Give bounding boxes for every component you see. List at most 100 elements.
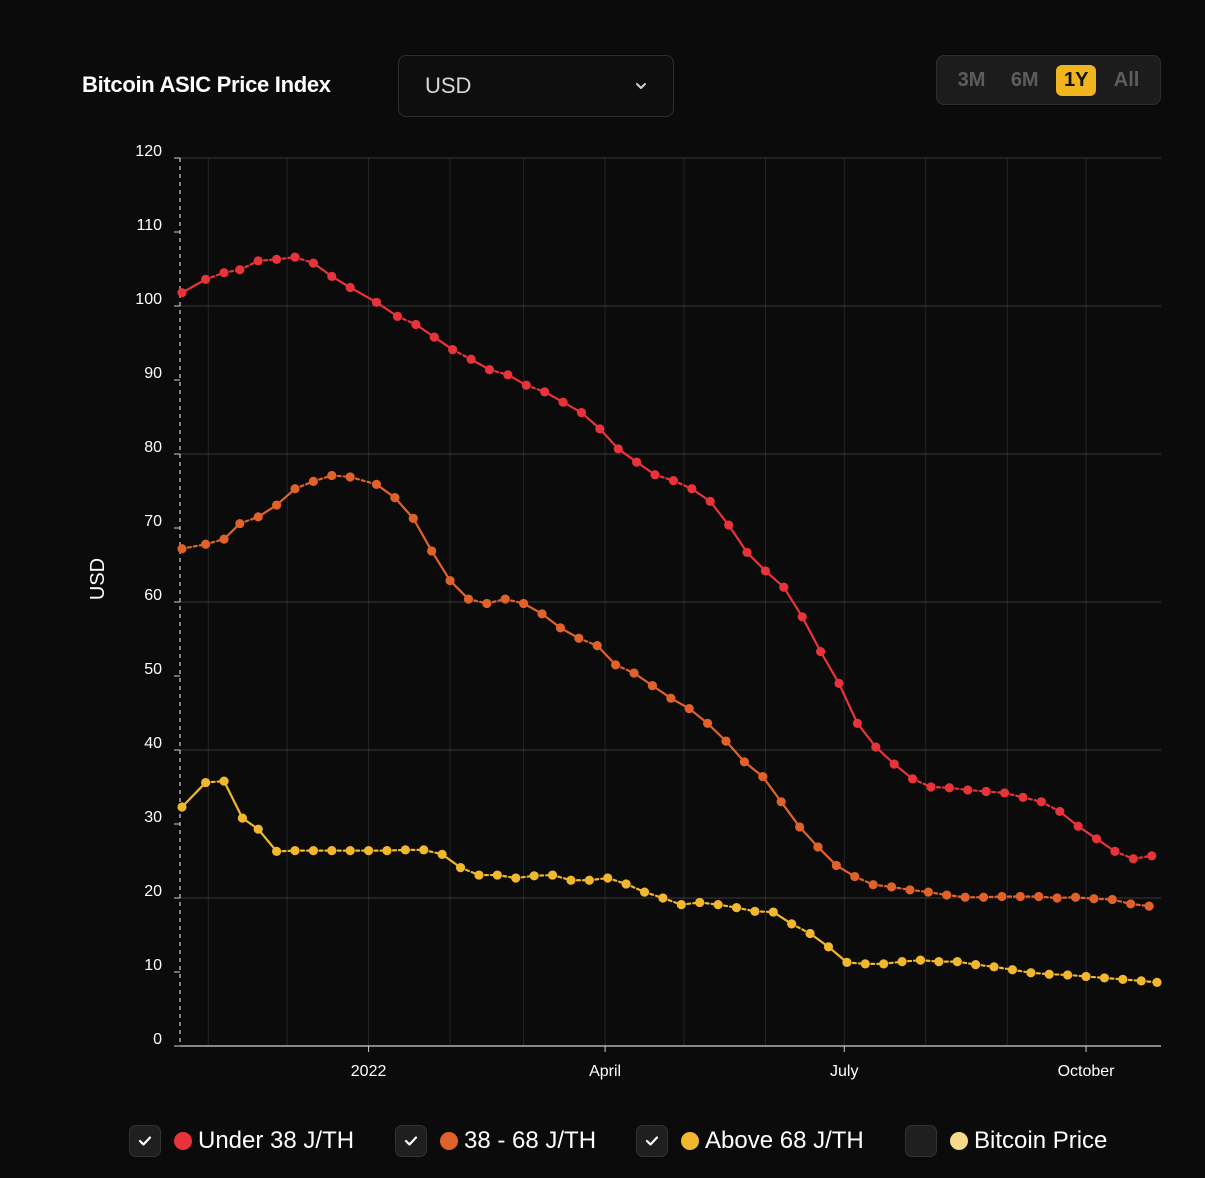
data-point — [650, 470, 660, 480]
data-point — [201, 539, 211, 549]
series-segment — [412, 517, 433, 553]
data-point — [177, 288, 187, 298]
data-point — [1036, 797, 1046, 807]
chart-title: Bitcoin ASIC Price Index — [82, 72, 331, 97]
x-tick-label: October — [1058, 1063, 1116, 1080]
y-tick-label: 120 — [135, 143, 162, 160]
series-segment — [349, 286, 378, 304]
legend-item-38-68[interactable]: 38 - 68 J/TH — [395, 1125, 596, 1157]
data-point — [621, 879, 631, 889]
data-point — [547, 870, 558, 880]
data-point — [576, 407, 587, 418]
data-point — [1044, 969, 1054, 979]
x-tick-label: 2022 — [351, 1063, 387, 1080]
data-point — [831, 860, 841, 871]
y-tick-label: 80 — [144, 439, 162, 456]
data-point — [676, 900, 686, 910]
currency-select[interactable]: USD — [398, 55, 674, 117]
data-point — [971, 960, 981, 970]
data-point — [427, 546, 437, 556]
range-3m-button[interactable]: 3M — [957, 68, 986, 91]
series-segment — [761, 775, 783, 803]
data-point — [272, 500, 282, 510]
data-point — [371, 479, 382, 489]
data-point — [978, 892, 989, 902]
data-point — [1073, 821, 1083, 831]
data-point — [603, 873, 613, 883]
data-point — [695, 897, 705, 908]
horizontal-gridlines — [180, 157, 1161, 899]
data-point — [776, 797, 786, 807]
y-tick-label: 40 — [144, 735, 162, 752]
series-lines — [177, 252, 1162, 987]
legend-item-under-38[interactable]: Under 38 J/TH — [129, 1125, 354, 1157]
legend-checkbox-under-38[interactable] — [129, 1125, 161, 1157]
data-point — [997, 891, 1007, 902]
data-point — [492, 870, 502, 880]
data-point — [1052, 893, 1062, 903]
data-point — [1081, 971, 1091, 982]
data-point — [592, 641, 602, 651]
range-1y-button[interactable]: 1Y — [1055, 64, 1097, 96]
data-point — [989, 962, 999, 972]
data-point — [787, 919, 797, 929]
y-tick-label: 20 — [144, 883, 162, 900]
data-point — [868, 880, 878, 890]
y-tick-label: 110 — [136, 217, 162, 234]
currency-select-value: USD — [425, 73, 472, 98]
x-tick-label: April — [589, 1063, 621, 1080]
data-point — [779, 582, 789, 592]
data-point — [658, 893, 668, 903]
line-chart: 0 10 20 30 40 50 60 70 80 90 100 110 120 2022 April Ju… — [87, 143, 1162, 1080]
data-point — [290, 252, 300, 262]
data-point — [290, 484, 300, 494]
legend-checkbox-bitcoin-price[interactable] — [905, 1125, 937, 1157]
legend-item-bitcoin-price[interactable]: Bitcoin Price — [905, 1125, 1107, 1157]
data-point — [860, 959, 870, 969]
data-point — [1070, 892, 1081, 902]
series-segment — [801, 615, 822, 653]
data-point — [1063, 970, 1073, 980]
series-segment — [819, 650, 841, 685]
series-segment — [257, 828, 278, 853]
y-tick-label: 70 — [144, 513, 162, 530]
check-icon — [645, 1136, 659, 1146]
data-point — [952, 957, 962, 967]
data-point — [721, 736, 731, 746]
data-point — [482, 598, 492, 609]
legend-item-above-68[interactable]: Above 68 J/TH — [636, 1125, 864, 1157]
data-point — [1018, 792, 1028, 802]
data-point — [363, 846, 374, 856]
data-point — [219, 268, 229, 278]
data-point — [237, 813, 248, 823]
data-point — [584, 875, 594, 885]
y-tick-label: 50 — [144, 661, 162, 678]
data-point — [327, 271, 337, 281]
legend: Under 38 J/TH 38 - 68 J/TH Above 68 J/TH… — [0, 1125, 1205, 1161]
data-point — [823, 942, 834, 952]
y-tick-label: 30 — [144, 809, 162, 826]
data-point — [201, 777, 211, 788]
range-all-button[interactable]: All — [1113, 68, 1140, 91]
data-point — [684, 703, 694, 714]
data-point — [177, 544, 187, 554]
data-point — [926, 782, 936, 792]
data-point — [219, 776, 229, 786]
y-tick-label: 60 — [144, 587, 162, 604]
legend-checkbox-38-68[interactable] — [395, 1125, 427, 1157]
data-point — [797, 612, 807, 622]
range-6m-button[interactable]: 6M — [1010, 68, 1039, 91]
data-point — [555, 623, 566, 633]
data-point — [390, 493, 400, 503]
data-point — [923, 887, 933, 897]
data-point — [445, 575, 455, 586]
data-point — [1091, 834, 1102, 844]
legend-checkbox-above-68[interactable] — [636, 1125, 668, 1157]
check-icon — [138, 1136, 152, 1146]
data-point — [235, 265, 245, 275]
data-point — [448, 345, 458, 355]
data-point — [437, 849, 447, 859]
data-point — [805, 928, 815, 939]
data-point — [521, 380, 531, 390]
series-segment — [430, 549, 452, 582]
